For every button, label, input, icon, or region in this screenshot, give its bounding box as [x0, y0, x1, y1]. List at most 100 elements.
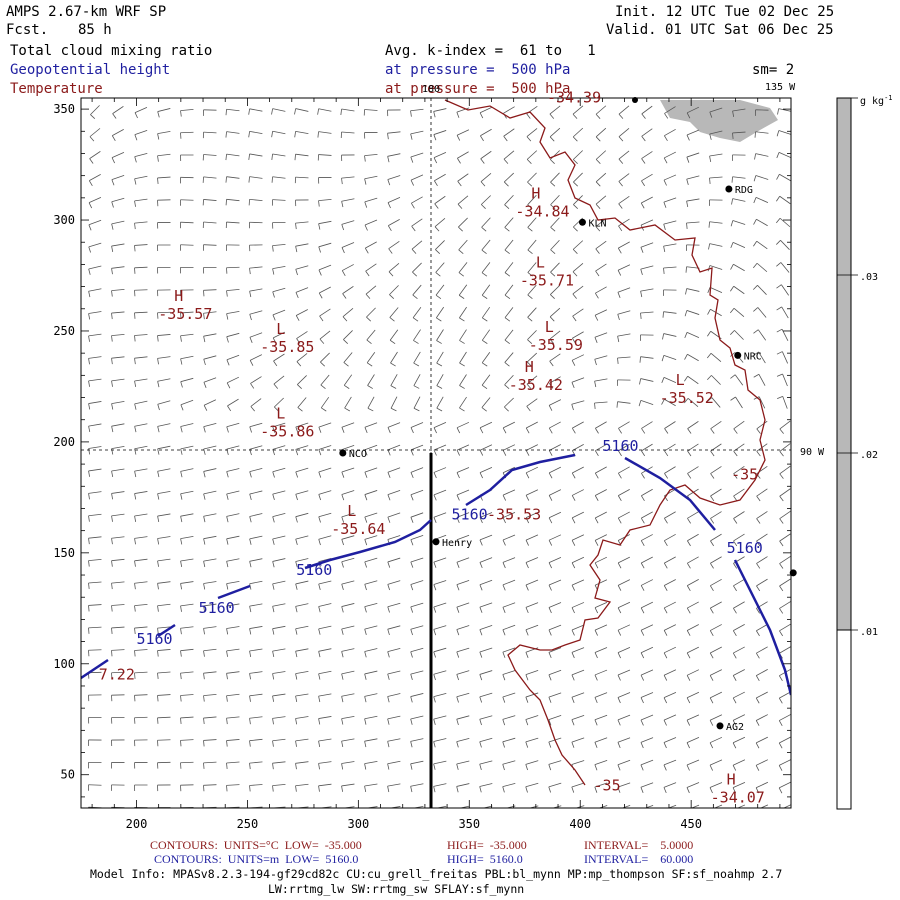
wind-barb — [111, 694, 125, 702]
wind-barb — [364, 132, 378, 139]
wind-barb — [341, 783, 355, 792]
wind-barb — [594, 466, 607, 479]
wind-barb — [341, 580, 355, 591]
wind-barb — [387, 738, 401, 748]
center-symbol: H — [727, 770, 736, 788]
wind-barb — [640, 669, 654, 681]
wind-barb — [88, 446, 102, 455]
wind-barb — [456, 467, 470, 479]
wind-barb — [387, 647, 401, 658]
wind-barb — [89, 128, 101, 142]
wind-barb — [525, 692, 539, 703]
wind-barb — [572, 262, 584, 277]
wind-barb — [341, 761, 355, 770]
wind-barb — [387, 512, 401, 523]
wind-barb — [617, 287, 631, 298]
wind-barb — [202, 221, 217, 229]
wind-barb — [456, 512, 470, 524]
wind-barb — [388, 263, 400, 277]
wind-barb — [457, 151, 469, 164]
wind-barb — [776, 173, 791, 182]
wind-barb — [456, 738, 470, 748]
wind-barb — [640, 334, 654, 341]
wind-barb — [387, 422, 401, 434]
wind-barb — [226, 332, 240, 343]
wind-barb — [180, 399, 194, 411]
wind-barb — [779, 510, 791, 524]
wind-barb — [433, 467, 447, 479]
wind-barb — [203, 784, 217, 792]
wind-barb — [756, 623, 768, 637]
wind-barb — [571, 647, 585, 659]
wind-barb — [776, 195, 791, 205]
wind-barb — [365, 285, 377, 299]
wind-barb — [640, 511, 653, 524]
wind-barb — [295, 221, 309, 230]
wind-barb — [364, 219, 378, 231]
wind-barb — [663, 289, 677, 296]
footer-height-high: HIGH= 5160.0 — [447, 852, 523, 866]
wind-barb — [661, 355, 677, 362]
wind-barb — [730, 241, 746, 249]
wind-barb — [594, 556, 608, 569]
wind-barb — [134, 423, 148, 433]
wind-barb — [295, 625, 309, 635]
wind-barb — [226, 693, 240, 702]
wind-barb — [364, 715, 378, 725]
wind-barb — [364, 490, 378, 501]
wind-barb — [753, 240, 768, 250]
wind-barb — [433, 760, 447, 770]
wind-barb — [410, 422, 424, 434]
wind-barb — [387, 625, 401, 636]
lon-label-135w: 135 W — [765, 82, 796, 93]
wind-barb — [180, 355, 194, 365]
wind-barb — [365, 263, 377, 277]
wind-barb — [687, 511, 699, 524]
wind-barb — [479, 670, 493, 681]
wind-barb — [180, 108, 194, 117]
wind-barb — [709, 714, 723, 726]
wind-barbs — [88, 105, 791, 808]
wind-barb — [202, 176, 217, 183]
wind-barb — [663, 579, 676, 591]
wind-barb — [525, 579, 539, 591]
wind-barb — [88, 423, 102, 433]
wind-barb — [525, 715, 539, 726]
wind-barb — [272, 693, 286, 702]
wind-barb — [527, 239, 537, 255]
wind-barb — [479, 579, 493, 591]
wind-barb — [271, 130, 286, 138]
wind-barb — [663, 624, 677, 636]
pressure-center-value: -35.42 — [509, 376, 563, 394]
wind-barb — [753, 373, 766, 386]
wind-barb — [686, 198, 700, 208]
wind-barb — [387, 444, 401, 456]
wind-barb — [594, 309, 608, 321]
wind-barb — [617, 669, 631, 681]
wind-barb — [410, 670, 424, 681]
wind-barb — [433, 647, 447, 658]
wind-barb — [504, 352, 514, 367]
wind-barb — [456, 129, 470, 141]
wind-barb — [410, 693, 424, 703]
footer-temperature-interval: INTERVAL= 5.0000 — [584, 838, 694, 852]
wind-barb — [295, 693, 309, 703]
wind-barb — [502, 489, 516, 501]
wind-barb — [684, 375, 699, 385]
wind-barb — [341, 715, 355, 725]
wind-barb — [272, 761, 286, 770]
pressure-center-value: -35.71 — [520, 272, 574, 290]
station-marker — [734, 351, 742, 359]
wind-barb — [318, 625, 332, 635]
wind-barb — [433, 422, 447, 434]
wind-barb — [134, 603, 148, 612]
wind-barb — [479, 106, 493, 119]
wind-barb — [690, 804, 700, 808]
wind-barb — [318, 198, 332, 207]
wind-barb — [134, 558, 148, 567]
wind-barb — [249, 221, 263, 229]
wind-barb — [571, 602, 585, 614]
wind-barb — [249, 784, 263, 792]
wind-barb — [203, 761, 217, 769]
wind-barb — [686, 106, 700, 119]
